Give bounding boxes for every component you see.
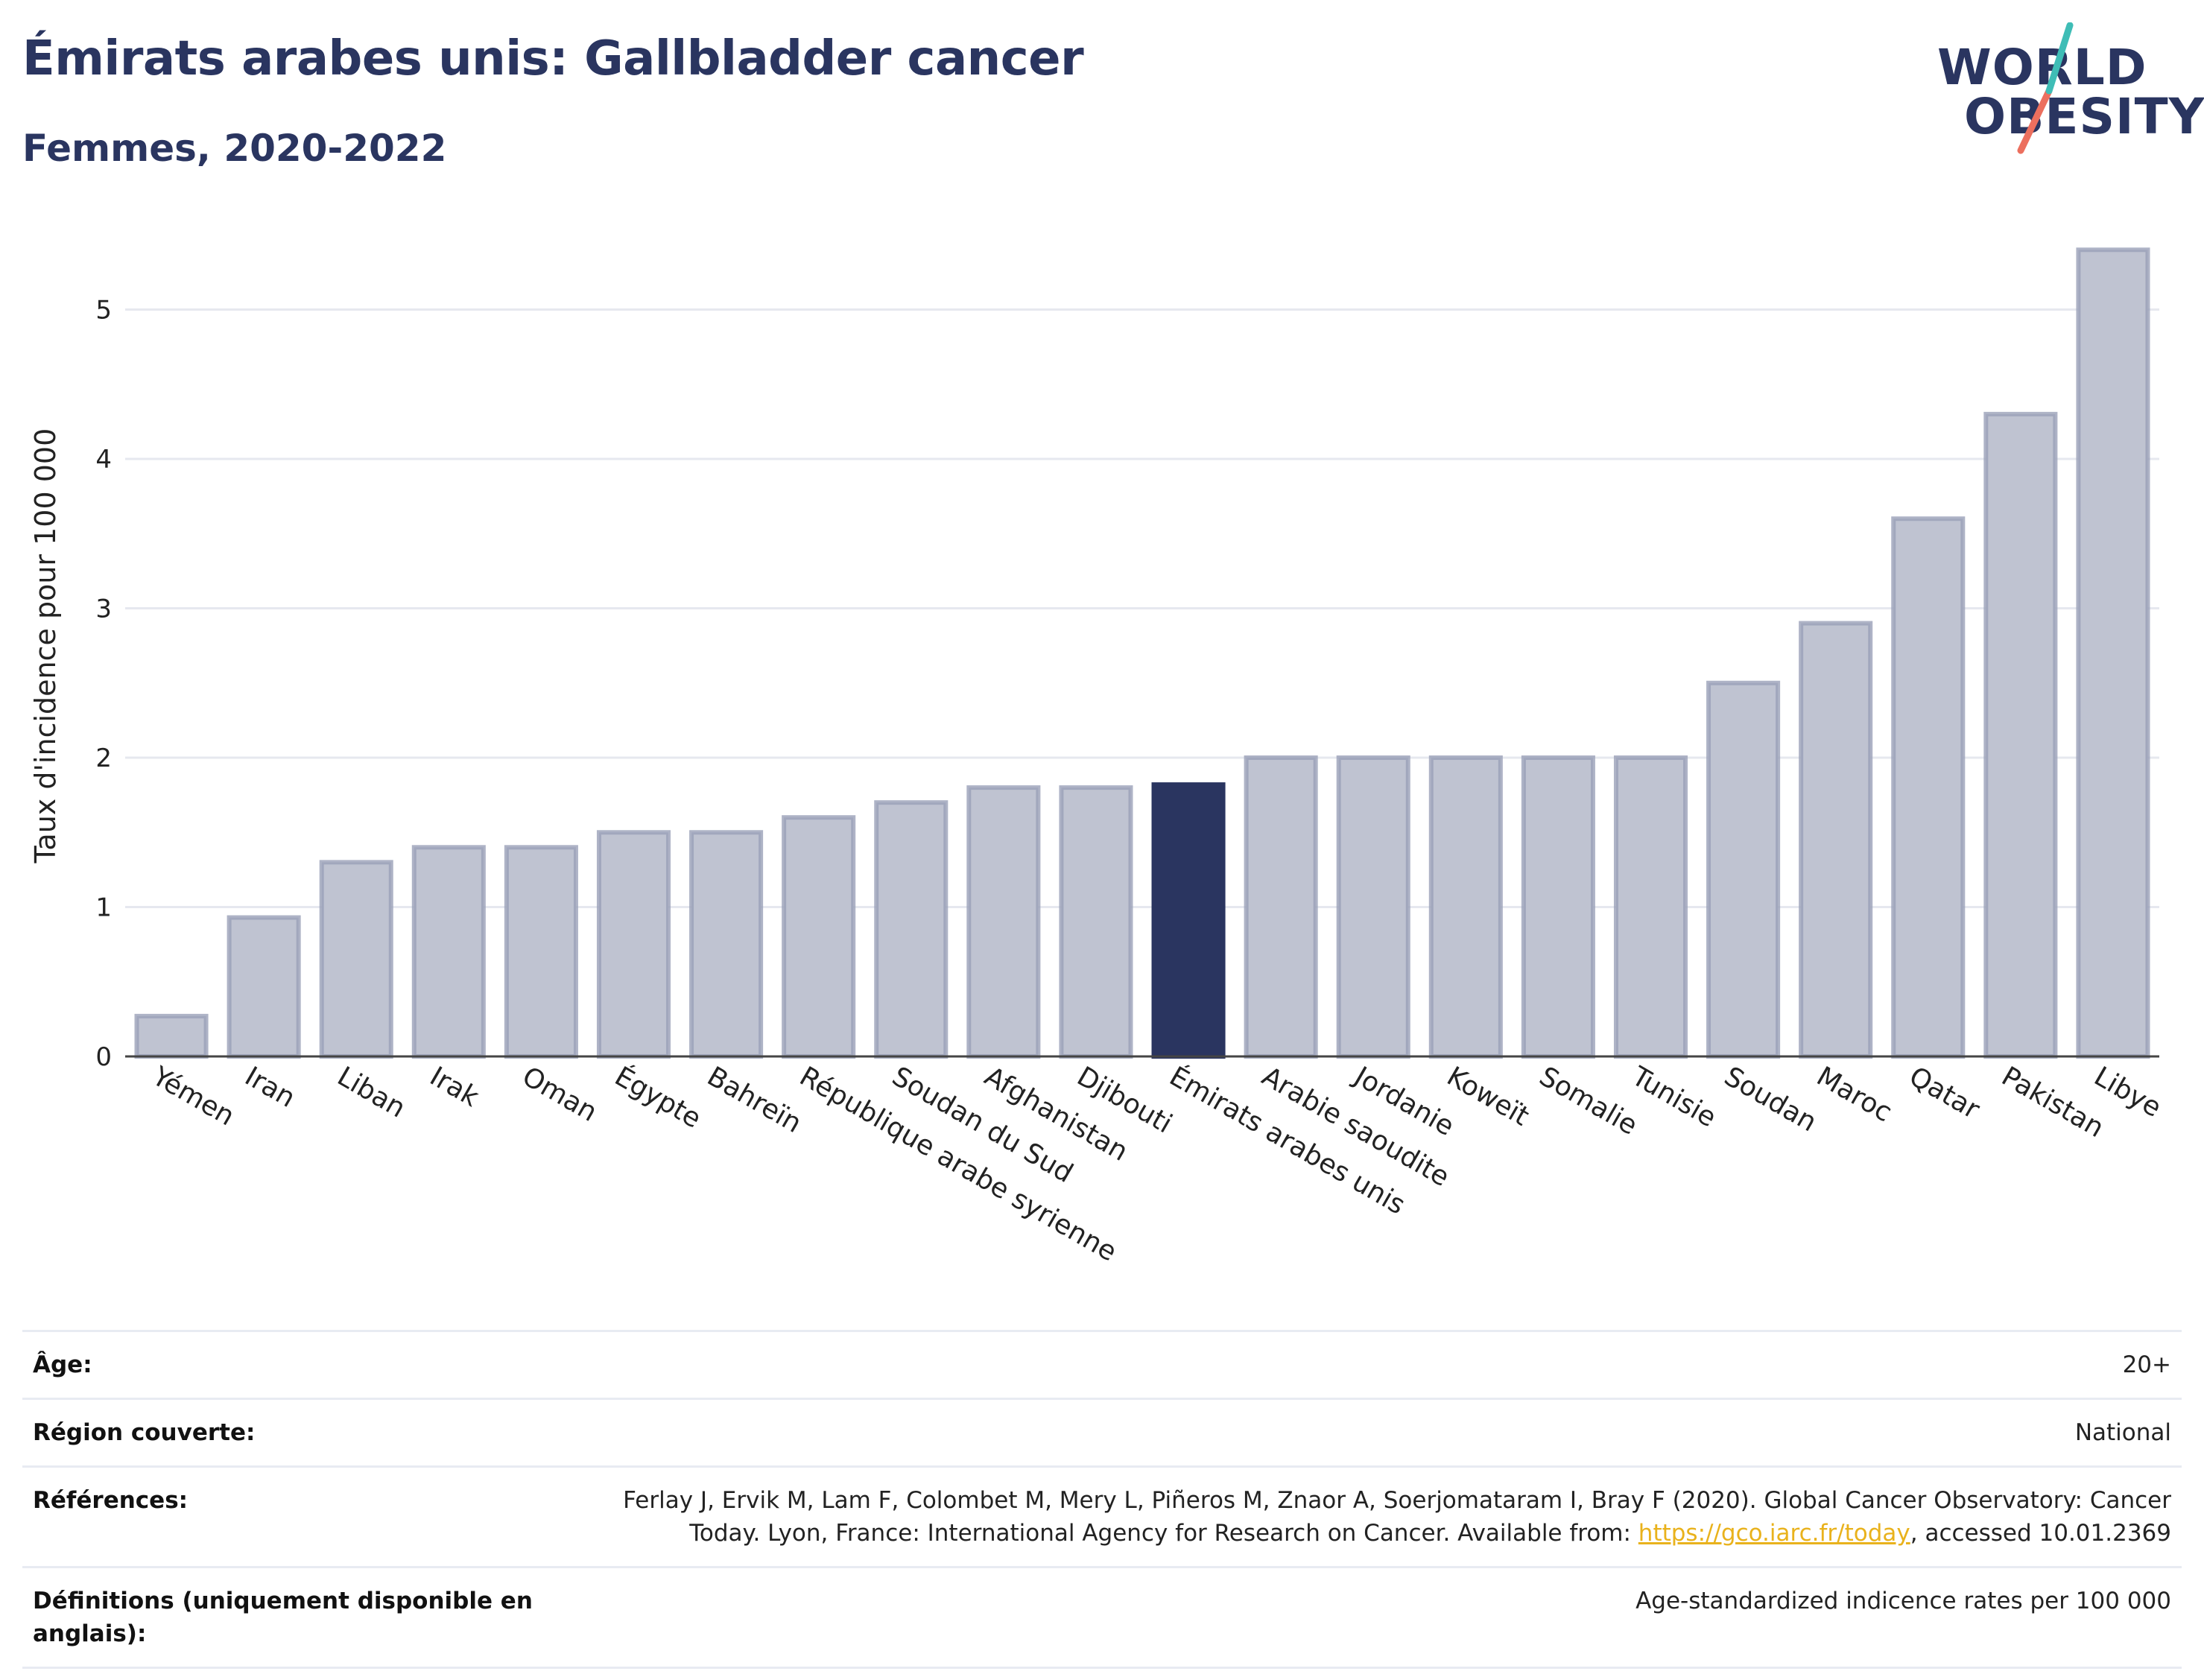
x-tick-label: Maroc [1811, 1061, 1897, 1128]
y-tick-label: 1 [95, 893, 112, 923]
x-tick-label: Bahreïn [702, 1061, 806, 1139]
info-value-age: 20+ [565, 1330, 2182, 1399]
info-key-references: Références: [22, 1465, 565, 1568]
bars [134, 247, 2150, 1059]
logo-slash-icon [2017, 22, 2074, 154]
y-tick-label: 3 [95, 595, 112, 624]
info-row-definitions: Définitions (uniquement disponible en an… [22, 1566, 2182, 1669]
bar [1983, 411, 2058, 1059]
x-tick-label: Irak [425, 1061, 484, 1113]
info-row-region: Région couverte: National [22, 1398, 2182, 1467]
bar [2076, 247, 2150, 1059]
x-tick-label: Qatar [1904, 1061, 1984, 1125]
references-text: Ferlay J, Ervik M, Lam F, Colombet M, Me… [623, 1487, 2171, 1547]
world-obesity-logo: WORLD OBESITY [1937, 22, 2204, 156]
y-tick-label: 0 [95, 1042, 112, 1072]
bar [1336, 755, 1410, 1059]
bar [134, 1013, 209, 1059]
y-axis-title: Taux d'incidence pour 100 000 [29, 428, 62, 864]
bar [319, 860, 393, 1059]
bar [1244, 755, 1318, 1059]
y-axis-ticks: 0 1 2 3 4 5 [95, 296, 112, 1073]
bar [1428, 755, 1503, 1059]
x-tick-label: Somalie [1534, 1061, 1642, 1141]
info-key-age: Âge: [22, 1330, 565, 1399]
bar [596, 830, 671, 1059]
bar [782, 815, 856, 1059]
info-row-age: Âge: 20+ [22, 1330, 2182, 1399]
logo-word-world: WORLD [1937, 39, 2147, 96]
x-tick-label: Égypte [609, 1060, 706, 1134]
info-key-region: Région couverte: [22, 1398, 565, 1467]
x-tick-label: Liban [332, 1061, 411, 1123]
bar [1151, 782, 1226, 1059]
bar-chart: 0 1 2 3 4 5 Yémen Iran Liban Irak Oman ÉgypteBahre… [29, 247, 2167, 1268]
bar [1613, 755, 1688, 1059]
logo-word-obesity: OBESITY [1964, 88, 2204, 145]
x-axis-labels: Yémen Iran Liban Irak Oman ÉgypteBahreïnRépub… [147, 1060, 2167, 1267]
info-value-definitions: Age-standardized indicence rates per 100… [565, 1566, 2182, 1669]
bar [1799, 621, 1873, 1059]
y-tick-label: 2 [95, 744, 112, 773]
bar [1706, 680, 1781, 1059]
y-tick-label: 4 [95, 445, 112, 475]
info-value-references: Ferlay J, Ervik M, Lam F, Colombet M, Me… [565, 1465, 2182, 1568]
bar [411, 845, 486, 1059]
chart-subtitle: Femmes, 2020-2022 [22, 127, 447, 170]
references-accessed: , accessed 10.01.2369 [1910, 1520, 2171, 1547]
x-tick-label: Iran [240, 1061, 300, 1114]
y-tick-label: 5 [95, 296, 112, 326]
bar [966, 785, 1041, 1059]
bar [1521, 755, 1595, 1059]
bar [1059, 785, 1133, 1059]
x-tick-label: Pakistan [1996, 1061, 2109, 1144]
x-tick-label: Soudan [1719, 1061, 1822, 1138]
info-table: Âge: 20+ Région couverte: National Référ… [22, 1330, 2182, 1669]
bar [1891, 516, 1966, 1059]
chart-title: Émirats arabes unis: Gallbladder cancer [22, 31, 1084, 86]
bar [227, 915, 301, 1059]
references-link[interactable]: https://gco.iarc.fr/today [1638, 1520, 1910, 1547]
x-tick-label: Tunisie [1626, 1061, 1721, 1134]
x-tick-label: Yémen [147, 1061, 240, 1132]
x-tick-label: Oman [517, 1061, 602, 1128]
info-row-references: Références: Ferlay J, Ervik M, Lam F, Co… [22, 1465, 2182, 1568]
info-value-region: National [565, 1398, 2182, 1467]
bar [504, 845, 578, 1059]
bar [874, 800, 949, 1059]
info-key-definitions: Définitions (uniquement disponible en an… [22, 1566, 565, 1669]
bar [689, 830, 764, 1059]
